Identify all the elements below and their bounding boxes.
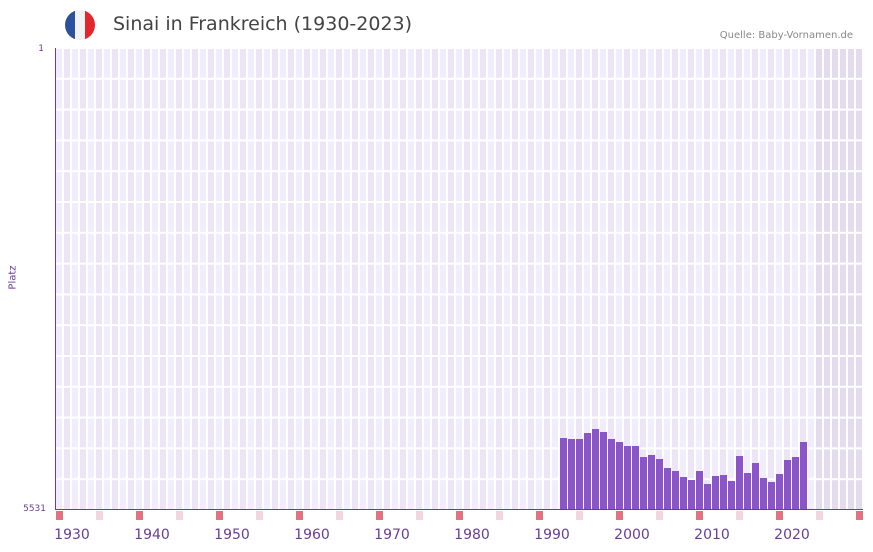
x-tick-label: 1980 <box>454 527 490 543</box>
bar-2002[interactable] <box>648 455 655 509</box>
bar-1991[interactable] <box>560 438 567 509</box>
bar-2010[interactable] <box>712 476 719 509</box>
bar-2015[interactable] <box>752 463 759 509</box>
decade-marker <box>696 511 703 520</box>
y-axis-title: Platz <box>7 265 19 290</box>
bar-2003[interactable] <box>656 459 663 509</box>
bar-2014[interactable] <box>744 473 751 509</box>
x-tick-label: 1970 <box>374 527 410 543</box>
flag-stripe-white <box>75 10 85 40</box>
bar-2009[interactable] <box>704 484 711 509</box>
half-decade-marker <box>256 511 263 520</box>
half-decade-marker <box>656 511 663 520</box>
x-tick-label: 1990 <box>534 527 570 543</box>
bar-2012[interactable] <box>728 481 735 509</box>
decade-marker <box>456 511 463 520</box>
decade-marker <box>376 511 383 520</box>
y-tick-top: 1 <box>38 44 44 54</box>
bar-1998[interactable] <box>616 442 623 509</box>
flag-stripe-blue <box>65 10 75 40</box>
bar-1993[interactable] <box>576 439 583 509</box>
x-tick-label: 2010 <box>694 527 730 543</box>
bar-2006[interactable] <box>680 477 687 509</box>
x-tick-label: 1930 <box>54 527 90 543</box>
bar-2008[interactable] <box>696 471 703 509</box>
decade-marker <box>856 511 863 520</box>
bar-2000[interactable] <box>632 446 639 509</box>
x-tick-label: 2000 <box>614 527 650 543</box>
bar-1999[interactable] <box>624 446 631 509</box>
flag-icon-france <box>65 10 95 40</box>
y-axis-line <box>55 48 56 510</box>
bar-2007[interactable] <box>688 480 695 509</box>
bar-1994[interactable] <box>584 433 591 509</box>
flag-stripe-red <box>85 10 95 40</box>
half-decade-marker <box>336 511 343 520</box>
bar-2016[interactable] <box>760 478 767 509</box>
x-tick-label: 1940 <box>134 527 170 543</box>
bar-2019[interactable] <box>784 460 791 509</box>
bar-2004[interactable] <box>664 468 671 509</box>
x-axis-line <box>55 509 863 510</box>
chart-title: Sinai in Frankreich (1930-2023) <box>113 13 413 35</box>
bar-2021[interactable] <box>800 442 807 509</box>
x-tick-label: 2020 <box>774 527 810 543</box>
x-tick-label: 1960 <box>294 527 330 543</box>
source-label: Quelle: Baby-Vornamen.de <box>719 30 853 41</box>
half-decade-marker <box>576 511 583 520</box>
bar-2001[interactable] <box>640 457 647 509</box>
decade-marker <box>776 511 783 520</box>
plot-area <box>55 48 863 510</box>
bar-2020[interactable] <box>792 457 799 509</box>
x-tick-label: 1950 <box>214 527 250 543</box>
bar-2017[interactable] <box>768 482 775 509</box>
half-decade-marker <box>736 511 743 520</box>
decade-marker <box>56 511 63 520</box>
bar-1995[interactable] <box>592 429 599 509</box>
y-tick-bottom: 5531 <box>23 504 46 514</box>
decade-marker <box>296 511 303 520</box>
decade-marker <box>616 511 623 520</box>
decade-marker <box>216 511 223 520</box>
bar-2013[interactable] <box>736 456 743 509</box>
decade-marker <box>136 511 143 520</box>
bar-1992[interactable] <box>568 439 575 509</box>
decade-marker <box>536 511 543 520</box>
bar-1996[interactable] <box>600 432 607 509</box>
grid-background <box>56 49 862 509</box>
bar-2005[interactable] <box>672 471 679 509</box>
half-decade-marker <box>496 511 503 520</box>
bar-2018[interactable] <box>776 474 783 509</box>
bar-1997[interactable] <box>608 439 615 509</box>
bar-2011[interactable] <box>720 475 727 509</box>
half-decade-marker <box>176 511 183 520</box>
half-decade-marker <box>416 511 423 520</box>
half-decade-marker <box>816 511 823 520</box>
half-decade-marker <box>96 511 103 520</box>
